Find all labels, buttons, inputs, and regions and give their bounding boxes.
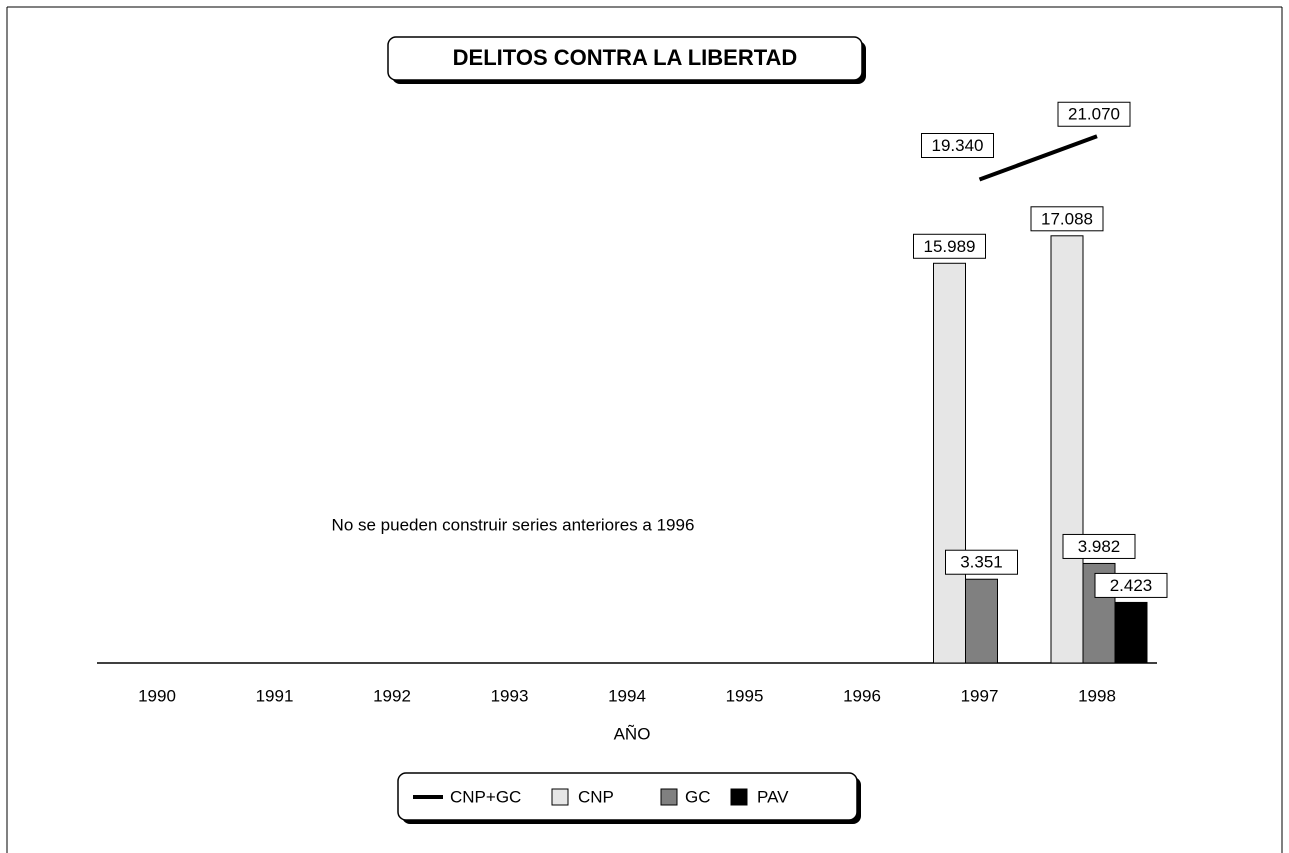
x-tick-label: 1994 <box>608 686 646 705</box>
value-label-box <box>1057 101 1131 127</box>
value-label: 3.351 <box>960 553 1003 572</box>
x-axis-label: AÑO <box>614 724 651 743</box>
legend-swatch <box>730 788 748 806</box>
legend-box <box>397 772 858 821</box>
value-label-box <box>1030 206 1104 232</box>
annotation: No se pueden construir series anteriores… <box>332 515 695 534</box>
legend-label: PAV <box>757 787 789 806</box>
value-label-box <box>921 133 994 158</box>
value-label: 3.982 <box>1078 537 1121 556</box>
legend-label: CNP <box>578 787 614 806</box>
chart-title: DELITOS CONTRA LA LIBERTAD <box>453 45 798 70</box>
value-label-box <box>913 233 986 259</box>
x-tick-label: 1995 <box>726 686 764 705</box>
value-label: 15.989 <box>924 237 976 256</box>
bar <box>1114 601 1148 664</box>
x-tick-label: 1993 <box>491 686 529 705</box>
x-tick-label: 1992 <box>373 686 411 705</box>
value-label: 19.340 <box>932 136 984 155</box>
value-label: 17.088 <box>1041 209 1093 228</box>
value-label-box <box>1062 533 1136 559</box>
x-tick-label: 1990 <box>138 686 176 705</box>
line <box>978 134 1098 182</box>
bar <box>933 262 966 664</box>
legend-label: GC <box>685 787 711 806</box>
x-tick-label: 1998 <box>1078 686 1116 705</box>
legend-label: CNP+GC <box>450 787 521 806</box>
value-label: 2.423 <box>1110 576 1153 595</box>
legend-swatch <box>660 788 678 806</box>
title-box <box>387 36 863 81</box>
bar <box>965 578 998 664</box>
legend-swatch <box>551 788 569 806</box>
value-label-box <box>945 549 1018 575</box>
x-tick-label: 1991 <box>256 686 294 705</box>
value-label-box <box>1094 572 1168 598</box>
value-label: 21.070 <box>1068 105 1120 124</box>
x-tick-label: 1996 <box>843 686 881 705</box>
bar <box>1050 235 1084 664</box>
x-tick-label: 1997 <box>961 686 999 705</box>
